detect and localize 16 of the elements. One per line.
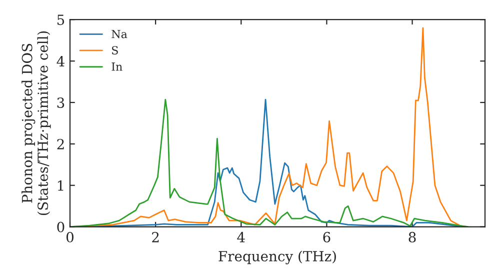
y-tick-label: 5 xyxy=(57,14,64,26)
y-tick-label: 3 xyxy=(57,97,64,108)
x-tick-label: 2 xyxy=(152,232,159,242)
y-tick-label: 2 xyxy=(57,138,64,150)
y-axis-title: Phonon projected DOS (States/THz·primitive cell) xyxy=(22,31,51,216)
x-tick-label: 4 xyxy=(237,232,245,242)
y-tick-label: 4 xyxy=(56,56,64,66)
legend-label: S xyxy=(112,46,118,55)
y-tick-label: 1 xyxy=(58,180,64,191)
y-tick-label: 0 xyxy=(57,222,64,232)
legend-label: In xyxy=(112,62,122,71)
x-axis-title: Frequency (THz) xyxy=(218,250,336,264)
x-tick-label: 6 xyxy=(323,232,330,242)
legend-label: Na xyxy=(112,30,128,38)
x-tick-label: 8 xyxy=(408,232,416,242)
x-tick-label: 0 xyxy=(66,232,74,242)
